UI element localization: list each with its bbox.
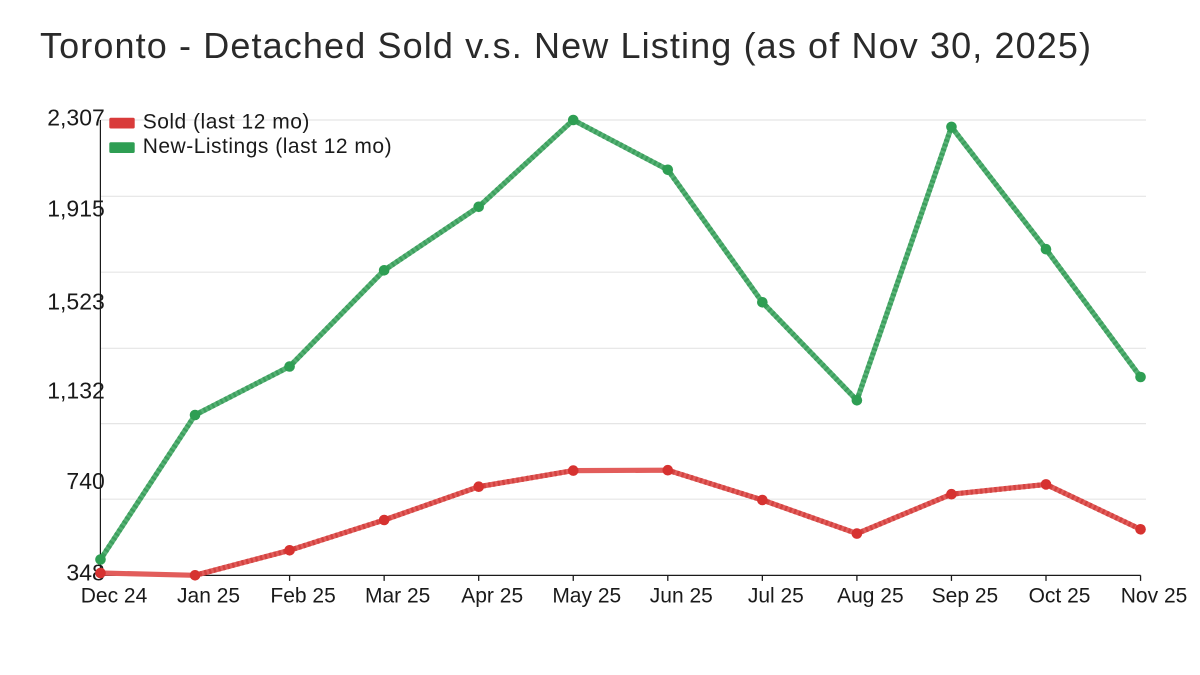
svg-text:Mar 25: Mar 25 [365, 585, 430, 608]
svg-text:Dec 24: Dec 24 [81, 585, 148, 608]
svg-text:Oct 25: Oct 25 [1029, 585, 1091, 608]
svg-text:Apr 25: Apr 25 [461, 585, 523, 608]
svg-text:1,915: 1,915 [47, 196, 105, 222]
svg-text:Aug 25: Aug 25 [837, 585, 904, 608]
svg-text:Jul 25: Jul 25 [748, 585, 804, 608]
svg-text:Toronto - Detached Sold v.s. N: Toronto - Detached Sold v.s. New Listing… [40, 25, 1092, 66]
svg-text:Jun 25: Jun 25 [650, 585, 713, 608]
svg-text:Sep 25: Sep 25 [932, 585, 999, 608]
svg-text:Jan 25: Jan 25 [177, 585, 240, 608]
svg-text:2,307: 2,307 [47, 105, 105, 131]
svg-text:May 25: May 25 [552, 585, 621, 608]
svg-text:740: 740 [66, 468, 104, 494]
svg-text:New-Listings (last 12 mo): New-Listings (last 12 mo) [143, 135, 392, 158]
svg-text:1,132: 1,132 [47, 378, 105, 404]
svg-text:1,523: 1,523 [47, 289, 105, 315]
svg-text:Feb 25: Feb 25 [270, 585, 335, 608]
svg-text:Sold (last 12 mo): Sold (last 12 mo) [143, 111, 310, 134]
svg-text:Nov 25: Nov 25 [1121, 585, 1188, 608]
